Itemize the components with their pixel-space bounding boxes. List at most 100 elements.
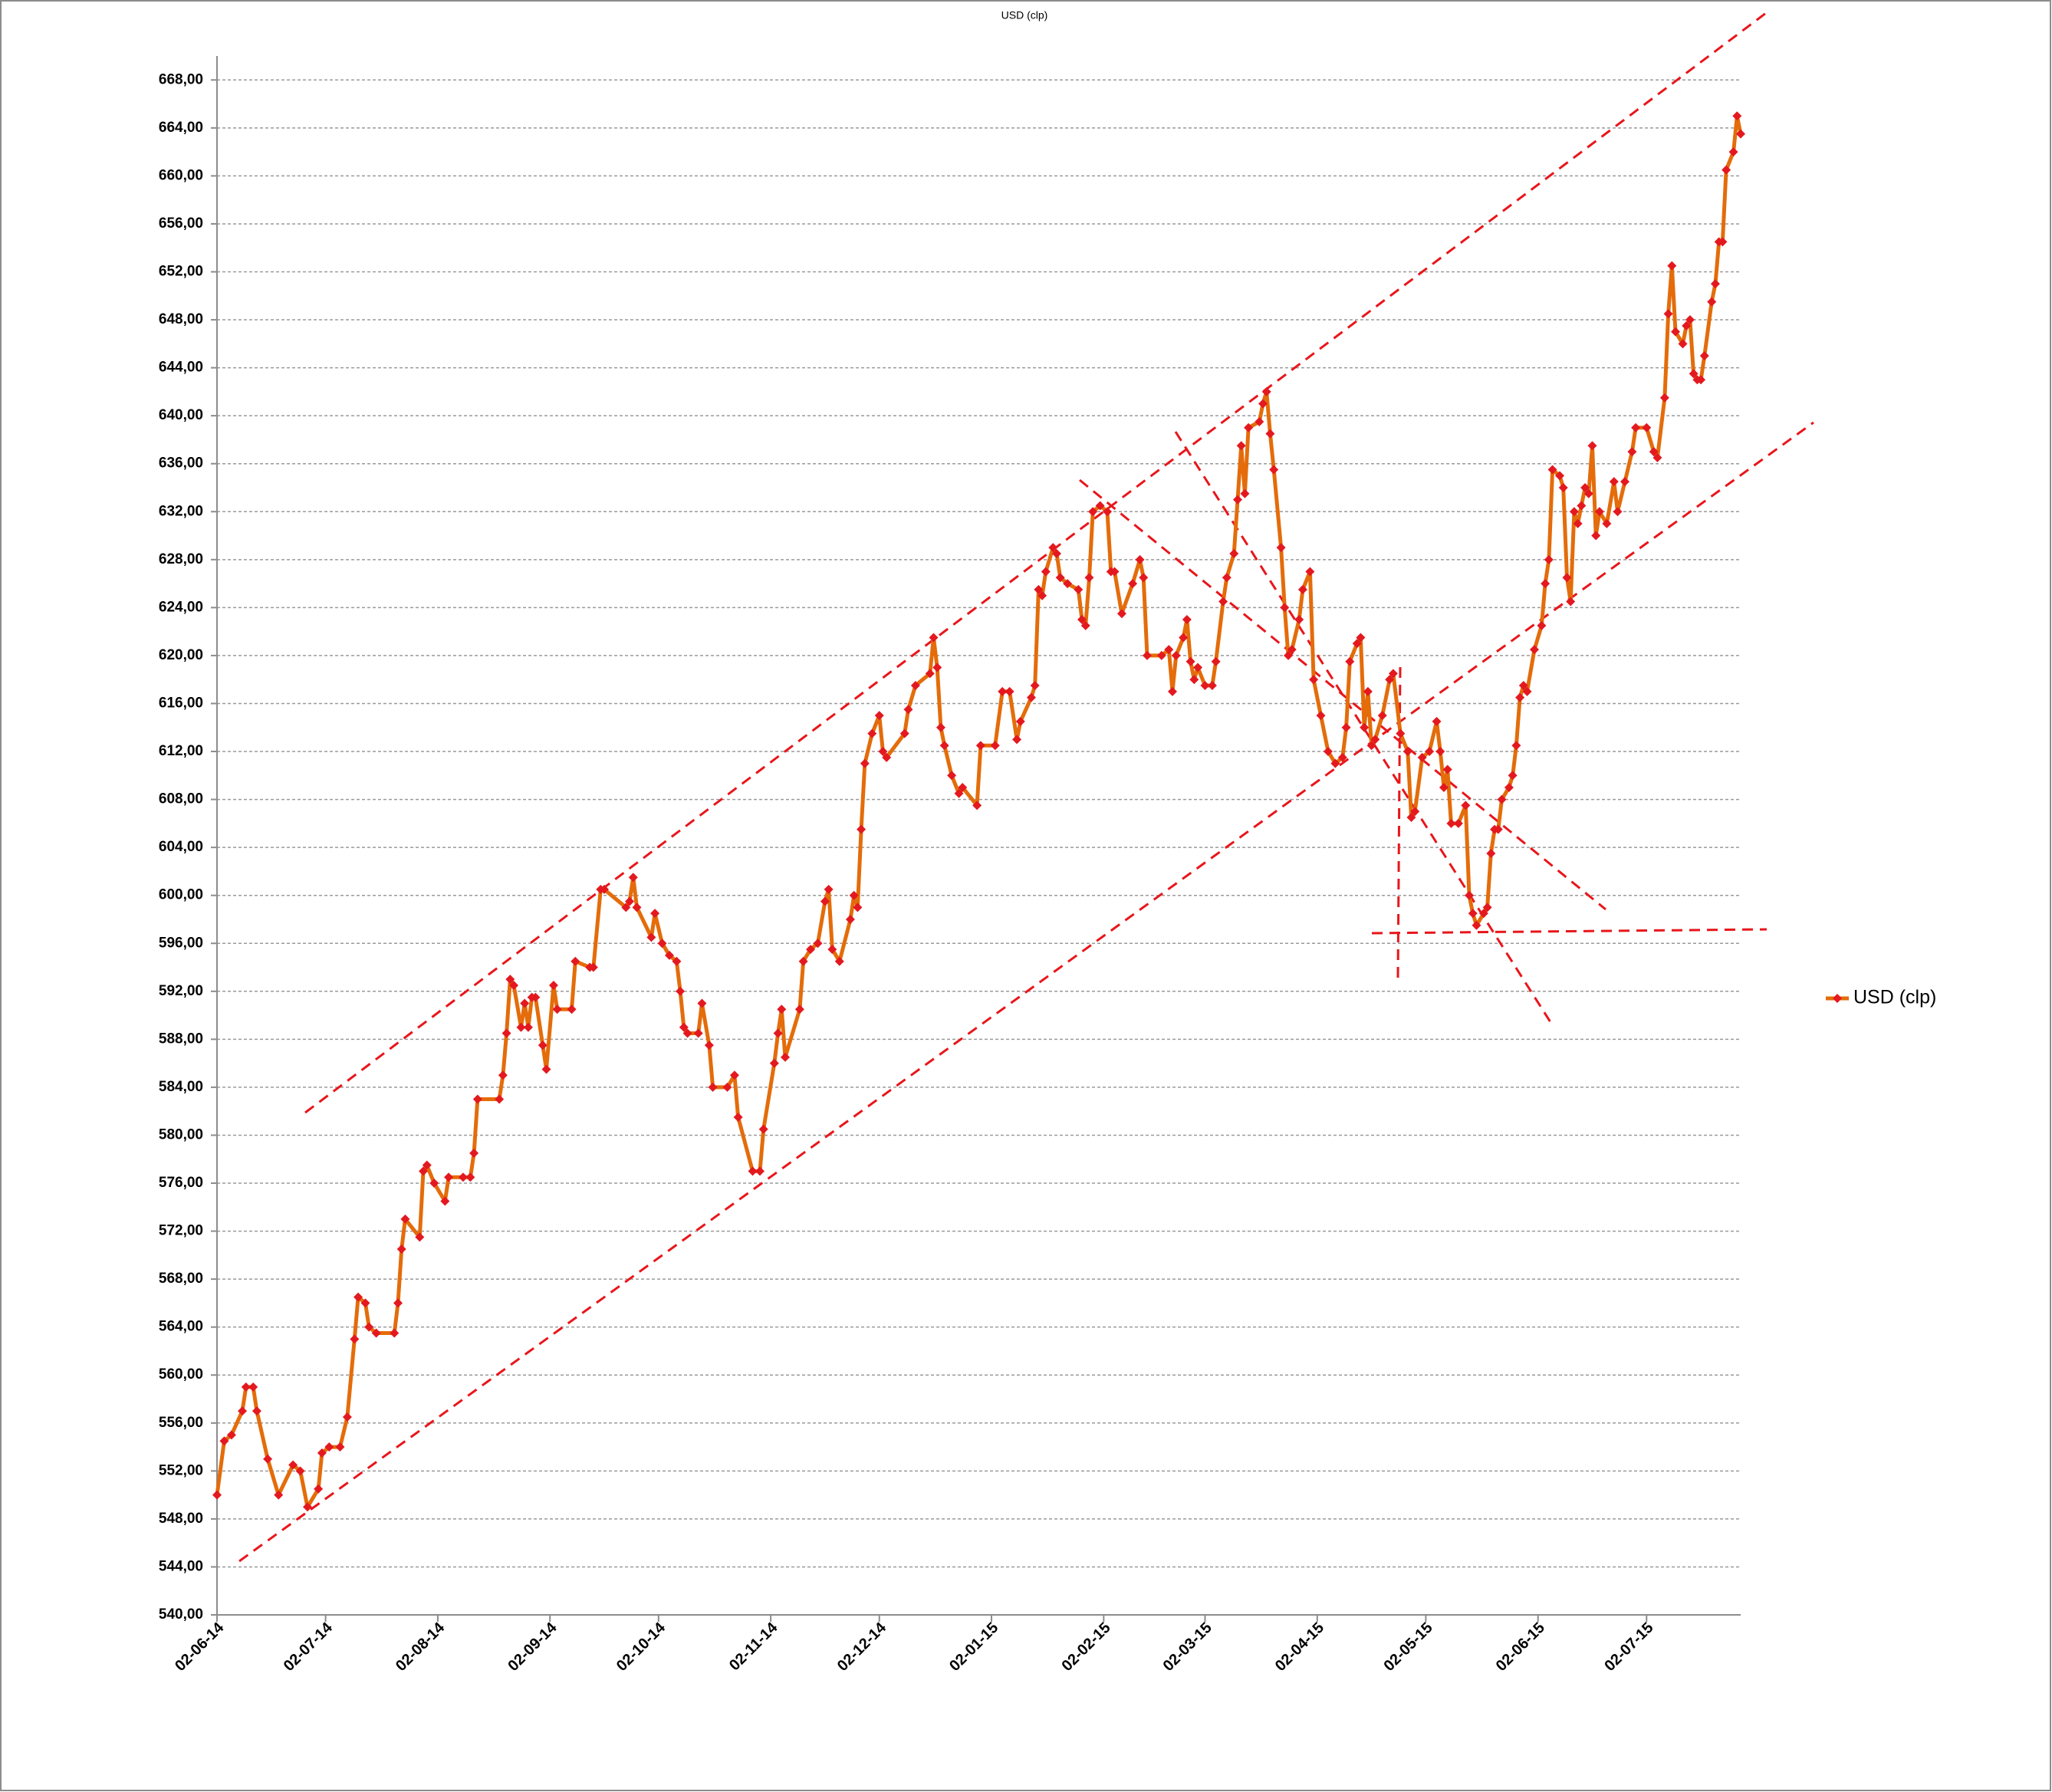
data-point (516, 1022, 526, 1032)
data-point (538, 1041, 548, 1051)
data-point (1341, 722, 1351, 732)
data-point (798, 956, 808, 966)
data-point (1041, 567, 1051, 577)
data-point (1156, 650, 1166, 660)
data-point (1613, 507, 1623, 517)
data-point (1583, 488, 1593, 498)
grid (217, 79, 1741, 1616)
legend-marker (1833, 994, 1842, 1003)
data-point (1185, 656, 1195, 666)
data-point (932, 663, 942, 672)
data-point (1544, 554, 1554, 564)
y-tick-label: 612,00 (159, 743, 203, 759)
y-tick-label: 596,00 (159, 935, 203, 951)
data-point (324, 1442, 334, 1452)
data-point (1005, 686, 1014, 696)
y-tick-label: 540,00 (159, 1606, 203, 1623)
data-point (1261, 386, 1271, 396)
data-point (465, 1172, 475, 1182)
data-point (1110, 567, 1120, 577)
data-point (212, 1490, 222, 1500)
y-tick-label: 568,00 (159, 1271, 203, 1287)
data-point (1229, 548, 1239, 558)
data-point (1142, 650, 1152, 660)
data-point (708, 1082, 718, 1092)
data-point (263, 1454, 273, 1464)
data-point (1030, 681, 1040, 691)
data-point (371, 1328, 381, 1338)
data-point (990, 741, 1000, 751)
data-point (975, 741, 985, 751)
data-point (588, 962, 598, 972)
data-point (1309, 675, 1319, 685)
y-tick-label: 556,00 (159, 1415, 203, 1431)
data-point (729, 1070, 739, 1080)
y-tick-label: 660,00 (159, 167, 203, 183)
y-tick-label: 572,00 (159, 1223, 203, 1239)
data-point (1207, 681, 1217, 691)
data-point (1541, 579, 1551, 589)
data-point (1388, 669, 1398, 679)
data-point (342, 1412, 352, 1422)
data-point (947, 771, 957, 781)
data-point (1255, 416, 1264, 426)
data-point (813, 939, 823, 949)
data-point (501, 1028, 511, 1038)
data-point (1377, 711, 1387, 721)
data-point (1139, 573, 1149, 583)
data-point (903, 705, 913, 715)
data-point (1103, 507, 1113, 517)
data-point (1465, 890, 1475, 900)
data-point (1442, 764, 1452, 774)
data-point (1410, 807, 1420, 817)
data-point (1164, 645, 1174, 655)
data-point (1193, 663, 1203, 672)
data-point (1200, 681, 1210, 691)
data-point (1051, 548, 1061, 558)
data-point (1472, 920, 1481, 930)
trend-line (1079, 478, 1606, 911)
data-point (498, 1070, 508, 1080)
data-point (1718, 237, 1728, 247)
data-point (1370, 735, 1380, 745)
data-point (1732, 111, 1742, 121)
data-point (853, 903, 863, 912)
data-point (1577, 501, 1587, 511)
data-point (541, 1064, 551, 1074)
trend-line (238, 421, 1814, 1563)
data-point (939, 741, 949, 751)
data-point (1406, 813, 1416, 823)
data-point (910, 681, 920, 691)
data-point (1573, 518, 1583, 528)
data-point (509, 980, 519, 990)
data-point (1736, 129, 1745, 139)
data-point (1609, 477, 1619, 487)
y-tick-label: 552,00 (159, 1462, 203, 1478)
data-point (1671, 327, 1681, 337)
y-tick-label: 544,00 (159, 1558, 203, 1574)
data-point (1537, 620, 1547, 630)
data-point (1356, 633, 1366, 643)
data-point (1652, 452, 1662, 462)
data-point (958, 782, 968, 792)
data-point (1602, 518, 1612, 528)
y-tick-label: 576,00 (159, 1175, 203, 1191)
y-tick-label: 628,00 (159, 551, 203, 567)
data-point (1305, 567, 1315, 577)
data-point (1189, 675, 1199, 685)
data-point (733, 1113, 743, 1123)
data-point (650, 909, 660, 919)
data-point (849, 890, 859, 900)
data-point (1323, 747, 1333, 757)
y-tick-label: 664,00 (159, 120, 203, 136)
data-point (1330, 758, 1340, 768)
data-point (1280, 603, 1290, 613)
trend-line (304, 9, 1770, 1114)
data-point (697, 998, 707, 1008)
data-point (1012, 735, 1022, 745)
data-point (1587, 441, 1597, 451)
y-tick-label: 580,00 (159, 1126, 203, 1143)
data-point (1558, 482, 1568, 492)
data-point (1707, 297, 1717, 307)
